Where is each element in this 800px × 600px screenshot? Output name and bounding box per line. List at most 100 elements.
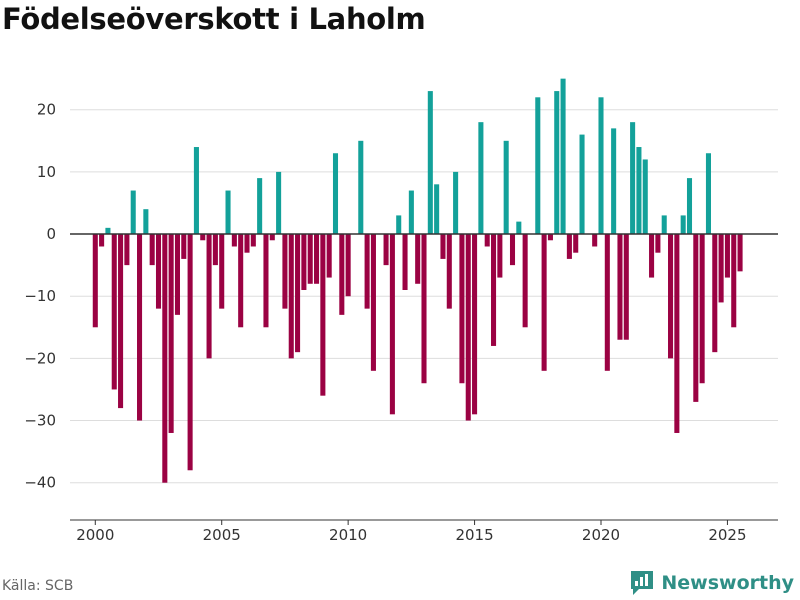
- bar: [92, 234, 98, 328]
- newsworthy-logo-icon: [631, 571, 654, 595]
- bar: [295, 234, 301, 353]
- bar: [611, 128, 617, 235]
- bar: [263, 234, 269, 328]
- x-tick-label: 2025: [708, 526, 746, 544]
- bar: [415, 234, 421, 284]
- bar: [566, 234, 572, 259]
- y-tick-label: 20: [37, 101, 56, 119]
- y-tick-label: −10: [24, 287, 56, 305]
- y-tick-label: 10: [37, 163, 56, 181]
- bar: [541, 234, 547, 371]
- bar: [383, 234, 389, 266]
- bar: [573, 234, 579, 253]
- bar: [478, 122, 484, 235]
- bar: [402, 234, 408, 290]
- bar: [181, 234, 187, 259]
- bar: [358, 140, 364, 235]
- bar: [193, 147, 199, 235]
- bar: [547, 234, 553, 241]
- bar: [231, 234, 237, 247]
- bar: [705, 153, 711, 235]
- bar: [174, 234, 180, 315]
- source-label: Källa: SCB: [2, 578, 74, 594]
- bar: [137, 234, 143, 421]
- bars: [92, 78, 743, 483]
- x-tick-label: 2005: [203, 526, 241, 544]
- bar: [396, 215, 402, 235]
- x-tick-label: 2000: [76, 526, 114, 544]
- bar: [314, 234, 320, 284]
- bar: [554, 91, 560, 235]
- bar: [282, 234, 288, 309]
- bar: [724, 234, 730, 278]
- bar: [535, 97, 541, 235]
- bar: [623, 234, 629, 340]
- bar: [118, 234, 124, 409]
- bar: [219, 234, 225, 309]
- y-tick-label: −30: [24, 412, 56, 430]
- bar: [509, 234, 516, 266]
- bar: [345, 234, 351, 297]
- bar: [225, 190, 231, 235]
- bar: [661, 215, 667, 235]
- y-tick-label: −20: [24, 349, 56, 367]
- bar: [276, 171, 282, 235]
- bar: [718, 234, 724, 303]
- bar: [105, 227, 111, 235]
- bar: [155, 234, 162, 309]
- bar: [111, 234, 117, 390]
- bar: [484, 234, 490, 247]
- bar: [332, 153, 339, 235]
- bar: [200, 234, 206, 241]
- bar: [630, 122, 636, 235]
- bar: [206, 234, 212, 359]
- bar: [320, 234, 326, 396]
- bar: [440, 234, 446, 259]
- x-tick-label: 2010: [329, 526, 367, 544]
- bar: [326, 234, 332, 278]
- bar: [257, 178, 263, 235]
- bar: [598, 97, 604, 235]
- bar: [649, 234, 655, 278]
- bar: [680, 215, 686, 235]
- bar: [212, 234, 218, 266]
- bar: [187, 234, 193, 471]
- y-tick-label: −40: [24, 474, 56, 492]
- bar: [370, 234, 376, 371]
- bar: [636, 147, 642, 235]
- bar: [446, 234, 452, 309]
- bar: [99, 234, 105, 247]
- bar: [162, 234, 168, 483]
- x-tick-label: 2020: [582, 526, 620, 544]
- bar: [465, 234, 471, 421]
- bar: [668, 234, 674, 359]
- bar: [149, 234, 155, 266]
- y-tick-label: 0: [46, 225, 56, 243]
- bar: [699, 234, 705, 384]
- bar: [453, 171, 459, 235]
- bar: [307, 234, 313, 284]
- bar: [427, 91, 433, 235]
- bar: [168, 234, 174, 433]
- bar: [560, 78, 566, 235]
- chart-title: Födelseöverskott i Laholm: [2, 2, 426, 36]
- bar: [497, 234, 503, 278]
- bar: [130, 190, 136, 235]
- bar: [301, 234, 307, 290]
- bar: [503, 140, 509, 235]
- bar: [434, 184, 440, 235]
- bar: [408, 190, 414, 235]
- bar: [339, 234, 345, 315]
- bar: [389, 234, 395, 415]
- bar: [143, 209, 149, 235]
- bar: [421, 234, 427, 384]
- brand[interactable]: Newsworthy: [629, 569, 794, 597]
- x-tick-label: 2015: [455, 526, 493, 544]
- bar: [516, 221, 522, 235]
- bar: [459, 234, 465, 384]
- bar: [686, 178, 693, 235]
- bar: [617, 234, 623, 340]
- bar: [693, 234, 699, 402]
